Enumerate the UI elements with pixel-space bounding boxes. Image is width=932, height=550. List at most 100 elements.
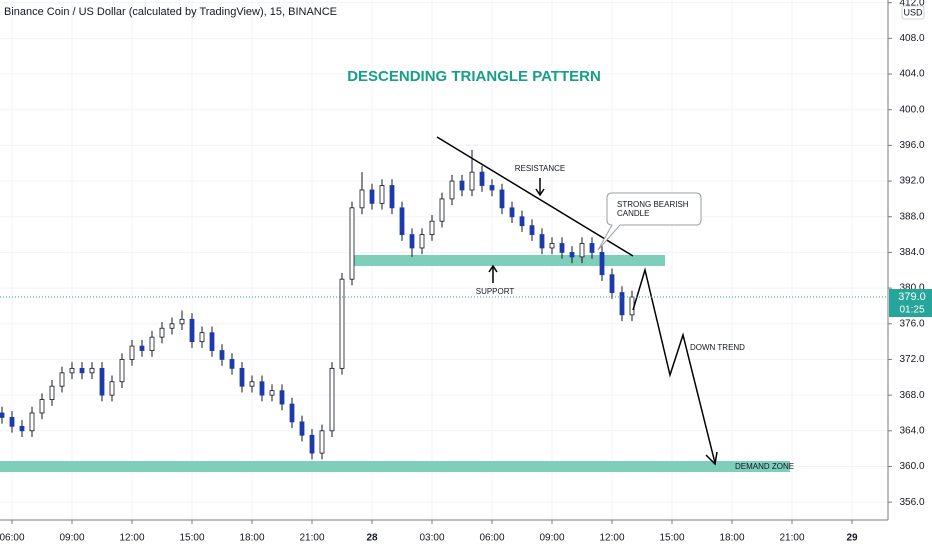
candle-body <box>549 243 555 249</box>
candle-body <box>99 367 105 396</box>
price-tag-countdown: 01:25 <box>899 305 924 316</box>
candle-body <box>619 292 625 316</box>
price-tag-value: 379.0 <box>898 291 926 303</box>
candle-body <box>359 189 365 209</box>
candle-body <box>399 207 405 235</box>
candle-body <box>229 359 235 369</box>
y-tick-label: 372.0 <box>899 354 924 365</box>
candle-body <box>19 425 25 432</box>
candles <box>0 149 635 460</box>
candle-body <box>239 367 245 387</box>
demand-zone-label: DEMAND ZONE <box>735 462 794 471</box>
x-tick-label: 18:00 <box>239 533 264 544</box>
candle-body <box>419 234 425 249</box>
y-tick-label: 404.0 <box>899 69 924 80</box>
candle-body <box>299 421 305 436</box>
candle-body <box>509 207 515 218</box>
candle-body <box>389 185 395 209</box>
candle-body <box>219 350 225 360</box>
y-tick-label: 376.0 <box>899 318 924 329</box>
candle-body <box>409 234 415 249</box>
demand-zone <box>0 461 790 472</box>
support-label: SUPPORT <box>476 287 515 296</box>
support-zone <box>354 255 665 266</box>
currency-box <box>901 5 925 20</box>
candle-body <box>539 234 545 249</box>
candle-body <box>349 207 355 280</box>
arrow-head <box>535 188 545 197</box>
candle-body <box>139 345 145 351</box>
candle-body <box>589 243 595 253</box>
candle-body <box>149 336 155 351</box>
candle-body <box>169 323 175 329</box>
candle-body <box>29 412 35 432</box>
down-trend-path <box>632 267 716 464</box>
y-tick-label: 412.0 <box>899 0 924 8</box>
candle-body <box>119 359 125 383</box>
time-axis <box>0 520 888 550</box>
symbol-header: Binance Coin / US Dollar (calculated by … <box>4 6 337 18</box>
candle-body <box>569 252 575 258</box>
x-tick-label: 06:00 <box>0 533 25 544</box>
resistance-line <box>436 136 634 257</box>
candle-body <box>579 243 585 258</box>
callout-line: CANDLE <box>617 209 649 218</box>
candle-body <box>269 390 275 396</box>
candle-body <box>289 403 295 423</box>
candle-body <box>339 278 345 369</box>
x-tick-label: 09:00 <box>539 533 564 544</box>
candle-body <box>469 171 475 191</box>
y-tick-label: 384.0 <box>899 247 924 258</box>
candle-body <box>259 381 265 396</box>
y-tick-label: 360.0 <box>899 461 924 472</box>
x-tick-label: 09:00 <box>59 533 84 544</box>
candle-body <box>499 189 505 209</box>
candle-body <box>39 399 45 414</box>
currency-label: USD <box>903 7 923 17</box>
pattern-title: DESCENDING TRIANGLE PATTERN <box>347 68 601 85</box>
x-tick-label: 21:00 <box>779 533 804 544</box>
x-tick-label: 21:00 <box>299 533 324 544</box>
candle-body <box>109 381 115 396</box>
y-tick-label: 400.0 <box>899 104 924 115</box>
y-tick-label: 408.0 <box>899 33 924 44</box>
x-tick-label: 15:00 <box>179 533 204 544</box>
candle-body <box>559 243 565 253</box>
candle-body <box>69 367 75 374</box>
x-tick-label: 28 <box>366 533 378 544</box>
callout-box <box>597 192 702 251</box>
price-tag-box <box>889 289 932 318</box>
x-tick-label: 29 <box>846 533 858 544</box>
y-tick-label: 380.0 <box>899 283 924 294</box>
x-tick-label: 15:00 <box>659 533 684 544</box>
candle-body <box>189 318 195 343</box>
x-tick-label: 18:00 <box>719 533 744 544</box>
candle-body <box>429 220 435 235</box>
candle-body <box>609 274 615 293</box>
candle-body <box>9 417 15 427</box>
candle-body <box>379 185 385 204</box>
candle-body <box>309 434 315 454</box>
candle-body <box>159 327 165 338</box>
candle-body <box>369 189 375 204</box>
candle-body <box>249 381 255 387</box>
y-tick-label: 364.0 <box>899 425 924 436</box>
down-trend-label: DOWN TREND <box>690 343 745 352</box>
candle-body <box>479 171 485 186</box>
candle-body <box>279 390 285 405</box>
candle-body <box>489 185 495 191</box>
candle-body <box>209 332 215 351</box>
price-axis <box>888 0 932 550</box>
callout-line: STRONG BEARISH <box>617 200 689 209</box>
resistance-label: RESISTANCE <box>515 164 566 173</box>
arrow-head <box>488 264 498 273</box>
x-tick-label: 06:00 <box>479 533 504 544</box>
candle-body <box>129 345 135 360</box>
candle-body <box>319 430 325 454</box>
y-tick-label: 396.0 <box>899 140 924 151</box>
candle-body <box>79 367 85 374</box>
candle-body <box>179 318 185 325</box>
